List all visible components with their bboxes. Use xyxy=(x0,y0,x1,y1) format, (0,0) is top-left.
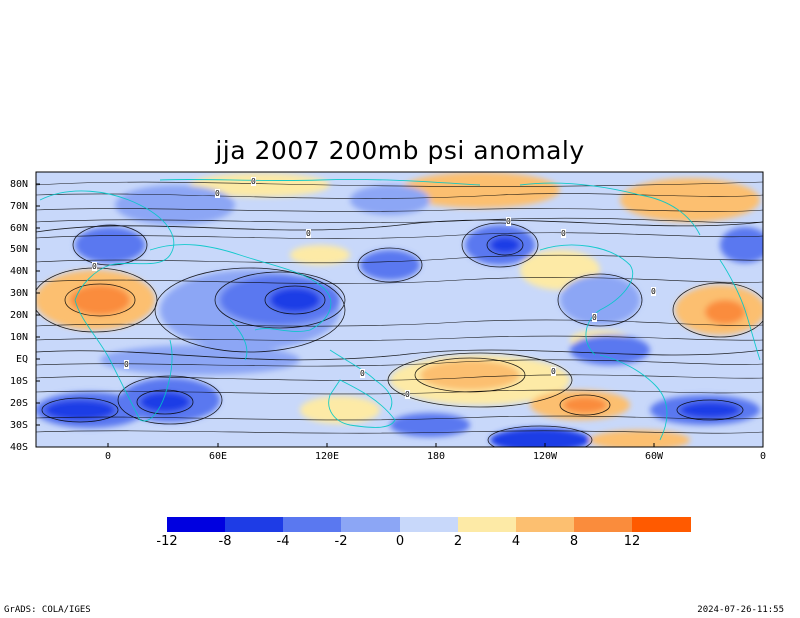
contour-label: 0 xyxy=(306,229,311,238)
colorbar-label: 8 xyxy=(569,534,579,549)
lon-label: 0 xyxy=(759,451,767,462)
contour-label: 0 xyxy=(124,360,129,369)
colorbar-swatch-6 xyxy=(458,517,516,532)
lat-label: 30N xyxy=(10,288,29,299)
footer-credit: GrADS: COLA/IGES xyxy=(4,605,91,615)
axis-ticks xyxy=(36,183,655,447)
colorbar-label: 2 xyxy=(453,534,463,549)
colorbar-label: -8 xyxy=(218,534,232,549)
map-frame xyxy=(35,171,764,448)
colorbar-swatch-1 xyxy=(167,517,225,532)
colorbar-label: -4 xyxy=(276,534,290,549)
contour-label: 0 xyxy=(506,217,511,226)
colorbar-swatch-8 xyxy=(574,517,632,532)
colorbar-swatch-5 xyxy=(400,517,458,532)
lat-label: 40N xyxy=(10,266,29,277)
lon-label: 120W xyxy=(532,451,558,462)
contour-label: 0 xyxy=(592,313,597,322)
contour-label: 0 xyxy=(551,367,556,376)
lon-label: 60E xyxy=(208,451,228,462)
colorbar xyxy=(167,517,691,532)
colorbar-swatch-4 xyxy=(341,517,400,532)
colorbar-swatch-7 xyxy=(516,517,574,532)
lat-label: 30S xyxy=(10,420,29,431)
lat-label: 20N xyxy=(10,310,29,321)
contour-label: 0 xyxy=(215,189,220,198)
footer-timestamp: 2024-07-26-11:55 xyxy=(697,605,784,615)
contour-label: 0 xyxy=(651,287,656,296)
lon-label: 180 xyxy=(426,451,446,462)
lat-label: 50N xyxy=(10,244,29,255)
colorbar-label: -2 xyxy=(334,534,348,549)
lat-label: 10S xyxy=(10,376,29,387)
colorbar-swatch-9 xyxy=(632,517,691,532)
lat-label: 60N xyxy=(10,223,29,234)
lat-label: 20S xyxy=(10,398,29,409)
lon-label: 60W xyxy=(644,451,664,462)
colorbar-swatch-3 xyxy=(283,517,341,532)
colorbar-label: 12 xyxy=(623,534,641,549)
colorbar-swatch-2 xyxy=(225,517,283,532)
contour-label: 0 xyxy=(360,369,365,378)
colorbar-label: 0 xyxy=(395,534,405,549)
lat-label: 70N xyxy=(10,201,29,212)
colorbar-label: 4 xyxy=(511,534,521,549)
map-title: jja 2007 200mb psi anomaly xyxy=(215,136,585,165)
lat-label: 10N xyxy=(10,332,29,343)
shaded-field xyxy=(36,172,763,447)
lat-label: 40S xyxy=(10,442,29,453)
lat-label: EQ xyxy=(16,354,29,365)
contour-label: 0 xyxy=(405,390,410,399)
contour-label: 0 xyxy=(561,229,566,238)
lon-label: 0 xyxy=(104,451,112,462)
lat-label: 80N xyxy=(10,179,29,190)
contour-label: 0 xyxy=(92,262,97,271)
lon-label: 120E xyxy=(314,451,340,462)
colorbar-label: -12 xyxy=(156,534,178,549)
contour-label: 0 xyxy=(251,177,256,186)
